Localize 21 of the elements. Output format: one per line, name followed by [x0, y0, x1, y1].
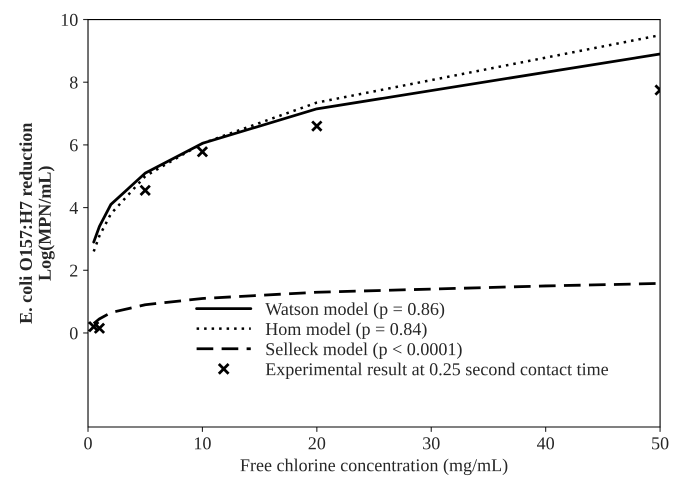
- point: [310, 120, 323, 132]
- x-tick-label: 40: [536, 437, 554, 450]
- x-tick-label: 0: [84, 437, 92, 450]
- legend-label: Watson model (p = 0.86): [265, 302, 444, 319]
- y-tick-label: 0: [70, 327, 78, 340]
- point: [139, 184, 152, 196]
- point: [196, 146, 208, 158]
- legend-label: Hom model (p = 0.84): [266, 322, 427, 339]
- x-tick-label: 10: [194, 437, 211, 450]
- x-tick-label: 50: [652, 437, 668, 450]
- legend-label: Experimental result at 0.25 second contact time: [266, 362, 608, 380]
- x-tick-label: 30: [423, 437, 440, 450]
- y-tick-label: 10: [62, 14, 78, 26]
- y-tick-label: 6: [70, 139, 78, 152]
- y-tick-label: 2: [70, 264, 78, 277]
- x-axis-title: Free chlorine concentration (mg/mL): [240, 458, 508, 476]
- y-tick-label: 8: [70, 76, 78, 89]
- legend-label: Selleck model (p < 0.0001): [266, 342, 462, 359]
- x-tick-label: 20: [308, 437, 326, 450]
- y-axis-title: E. coli O157:H7 reduction Log(MPN/mL): [19, 122, 55, 324]
- y-tick-label: 4: [70, 202, 78, 214]
